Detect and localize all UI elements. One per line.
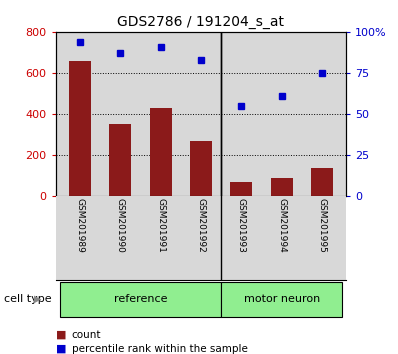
Title: GDS2786 / 191204_s_at: GDS2786 / 191204_s_at (117, 16, 285, 29)
Text: percentile rank within the sample: percentile rank within the sample (72, 344, 248, 354)
Text: GSM201990: GSM201990 (116, 198, 125, 253)
Text: reference: reference (114, 294, 167, 304)
Text: motor neuron: motor neuron (244, 294, 320, 304)
Bar (60, 282, 221, 316)
Bar (230, 182, 252, 196)
Text: GSM201993: GSM201993 (237, 198, 246, 253)
Text: GSM201992: GSM201992 (197, 198, 205, 253)
Text: cell type: cell type (4, 294, 52, 304)
Bar (271, 178, 293, 196)
Text: GSM201995: GSM201995 (318, 198, 326, 253)
Bar (69, 61, 91, 196)
Text: count: count (72, 330, 101, 339)
Text: GSM201989: GSM201989 (76, 198, 84, 253)
Text: GSM201994: GSM201994 (277, 198, 286, 253)
Text: ■: ■ (56, 344, 66, 354)
Bar (150, 108, 172, 196)
Bar (190, 141, 212, 196)
Text: ■: ■ (56, 330, 66, 339)
Text: GSM201991: GSM201991 (156, 198, 165, 253)
Bar (311, 168, 333, 196)
Text: ▶: ▶ (34, 294, 41, 304)
Bar (109, 125, 131, 196)
Bar (221, 282, 342, 316)
